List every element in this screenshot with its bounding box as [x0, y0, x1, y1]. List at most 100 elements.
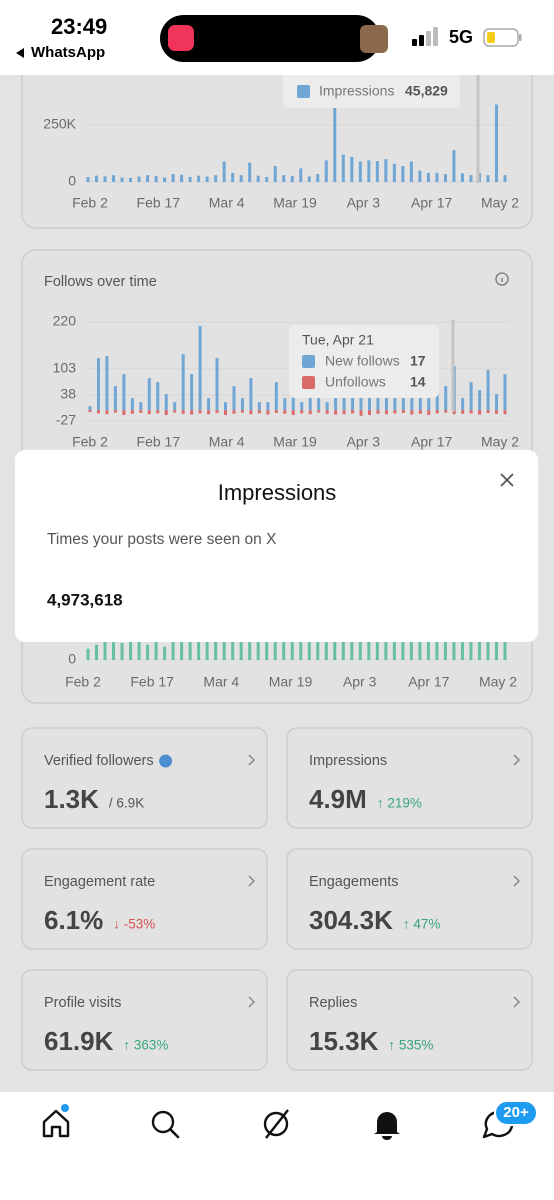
x-tick-label: Apr 17: [408, 674, 449, 690]
bar: [333, 99, 337, 182]
stat-card[interactable]: [21, 727, 268, 829]
bar: [376, 410, 380, 414]
bar: [443, 174, 447, 182]
stat-change: ↑ 363%: [123, 1038, 168, 1053]
bar: [427, 398, 431, 411]
bar: [164, 394, 168, 411]
x-tick-label: May 2: [481, 434, 519, 450]
bar: [418, 170, 422, 182]
tooltip-swatch: [302, 355, 315, 368]
tooltip-date: Tue, Apr 21: [302, 332, 374, 348]
close-button[interactable]: [500, 473, 514, 487]
bar: [351, 410, 355, 414]
chevron: [513, 875, 521, 887]
y-tick-label: 0: [68, 651, 76, 667]
bar: [461, 398, 465, 411]
tooltip-value: 17: [410, 353, 426, 369]
bar: [435, 410, 439, 414]
stat-change: ↑ 47%: [403, 917, 441, 932]
bar: [139, 402, 143, 411]
x-tick-label: Feb 2: [72, 434, 108, 450]
bar: [444, 410, 448, 413]
bar: [503, 374, 507, 411]
bar: [393, 386, 397, 411]
bar: [232, 410, 236, 414]
bar: [495, 394, 499, 411]
bar: [384, 410, 388, 415]
bar: [249, 410, 253, 415]
bar: [367, 410, 371, 415]
bar: [205, 176, 209, 182]
bar: [282, 175, 286, 182]
tooltip-swatch: [302, 376, 315, 389]
bar: [393, 410, 397, 414]
bar: [154, 176, 158, 182]
grok-slash: [265, 1109, 289, 1139]
info-icon[interactable]: [495, 272, 509, 286]
bar: [86, 176, 90, 182]
bar: [308, 410, 312, 415]
bar: [122, 374, 126, 411]
bar: [154, 629, 158, 660]
bar: [188, 176, 192, 182]
search-tab[interactable]: [151, 1110, 175, 1134]
bar: [401, 166, 405, 182]
follows-title: Follows over time: [44, 274, 157, 290]
bar: [266, 410, 270, 415]
stat-label: Profile visits: [44, 995, 121, 1011]
bar: [307, 176, 311, 182]
bar: [240, 398, 244, 411]
stat-label: Engagement rate: [44, 874, 155, 890]
bar: [478, 410, 482, 415]
bar: [401, 410, 405, 413]
bar: [164, 410, 168, 415]
bar: [96, 358, 100, 411]
stat-card[interactable]: [286, 727, 533, 829]
bar: [427, 410, 431, 415]
stat-card[interactable]: [286, 969, 533, 1071]
chevron: [248, 875, 256, 887]
bar: [308, 390, 312, 411]
bar: [248, 162, 252, 182]
signal: [412, 39, 417, 46]
clock: 23:49: [51, 14, 107, 39]
x-tick-label: Feb 2: [65, 674, 101, 690]
y-tick-label: -27: [56, 412, 76, 428]
bar: [214, 175, 218, 182]
x-tick-label: Apr 17: [411, 195, 452, 211]
y-tick-label: 103: [53, 360, 77, 376]
bar: [239, 175, 243, 182]
home-tab[interactable]: [42, 1109, 70, 1138]
stat-card[interactable]: [21, 848, 268, 950]
x-tick-label: Mar 4: [209, 195, 245, 211]
grok-tab[interactable]: [263, 1111, 289, 1137]
tooltip: [289, 325, 439, 398]
bar: [274, 410, 278, 413]
stat-card[interactable]: [21, 969, 268, 1071]
back-arrow[interactable]: [16, 48, 24, 58]
stat-card[interactable]: [286, 848, 533, 950]
signal: [433, 27, 438, 46]
back-app[interactable]: WhatsApp: [31, 44, 105, 61]
bar: [95, 175, 99, 182]
x-tick-label: Feb 17: [137, 195, 181, 211]
stat-change: ↓ -53%: [113, 917, 155, 932]
network: 5G: [449, 27, 473, 47]
bar: [376, 394, 380, 411]
bar: [181, 410, 185, 414]
stat-change: / 6.9K: [109, 796, 144, 811]
notifications-tab[interactable]: [374, 1112, 400, 1140]
stat-value: 1.3K: [44, 784, 99, 814]
bar: [249, 378, 253, 411]
bar: [156, 382, 160, 411]
bar: [173, 402, 177, 411]
bar: [224, 402, 228, 411]
x-tick-label: Apr 3: [347, 195, 381, 211]
bar: [163, 646, 167, 660]
bar: [469, 410, 473, 414]
badge: [494, 1100, 538, 1126]
bar: [240, 410, 244, 413]
app-icon: [168, 25, 194, 51]
tab-bar: 20+: [0, 1092, 554, 1200]
